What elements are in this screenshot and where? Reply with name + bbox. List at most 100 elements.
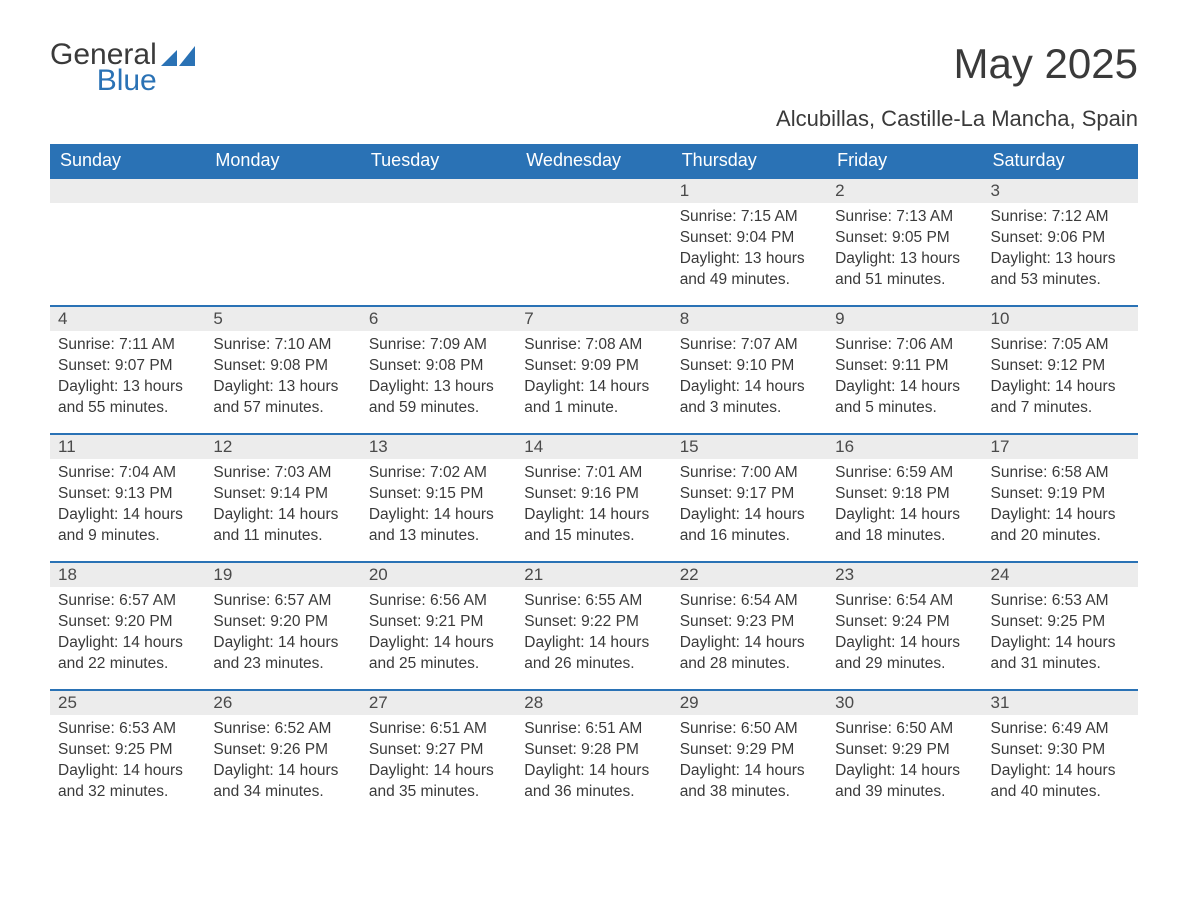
day-details: Sunrise: 7:13 AMSunset: 9:05 PMDaylight:… <box>827 203 982 297</box>
daylight-text: Daylight: 14 hours and 39 minutes. <box>835 761 974 803</box>
location-label: Alcubillas, Castille-La Mancha, Spain <box>50 106 1138 132</box>
weekday-header: Tuesday <box>361 144 516 178</box>
calendar-day-cell: 14Sunrise: 7:01 AMSunset: 9:16 PMDayligh… <box>516 434 671 562</box>
daylight-text: Daylight: 14 hours and 38 minutes. <box>680 761 819 803</box>
sunset-text: Sunset: 9:08 PM <box>369 356 508 377</box>
day-number: 23 <box>827 563 982 587</box>
sunset-text: Sunset: 9:17 PM <box>680 484 819 505</box>
sunset-text: Sunset: 9:07 PM <box>58 356 197 377</box>
day-number: 8 <box>672 307 827 331</box>
calendar-day-cell: 21Sunrise: 6:55 AMSunset: 9:22 PMDayligh… <box>516 562 671 690</box>
day-details: Sunrise: 6:50 AMSunset: 9:29 PMDaylight:… <box>827 715 982 809</box>
day-details: Sunrise: 6:59 AMSunset: 9:18 PMDaylight:… <box>827 459 982 553</box>
calendar-table: SundayMondayTuesdayWednesdayThursdayFrid… <box>50 144 1138 818</box>
daylight-text: Daylight: 14 hours and 32 minutes. <box>58 761 197 803</box>
calendar-day-cell: 3Sunrise: 7:12 AMSunset: 9:06 PMDaylight… <box>983 178 1138 306</box>
sunset-text: Sunset: 9:20 PM <box>213 612 352 633</box>
sunrise-text: Sunrise: 7:01 AM <box>524 463 663 484</box>
day-number-bar <box>516 179 671 203</box>
day-number: 29 <box>672 691 827 715</box>
sunrise-text: Sunrise: 7:02 AM <box>369 463 508 484</box>
calendar-day-cell: 31Sunrise: 6:49 AMSunset: 9:30 PMDayligh… <box>983 690 1138 818</box>
sunset-text: Sunset: 9:24 PM <box>835 612 974 633</box>
calendar-day-cell: 13Sunrise: 7:02 AMSunset: 9:15 PMDayligh… <box>361 434 516 562</box>
sunset-text: Sunset: 9:20 PM <box>58 612 197 633</box>
calendar-day-cell: 29Sunrise: 6:50 AMSunset: 9:29 PMDayligh… <box>672 690 827 818</box>
sunset-text: Sunset: 9:14 PM <box>213 484 352 505</box>
daylight-text: Daylight: 14 hours and 31 minutes. <box>991 633 1130 675</box>
sunset-text: Sunset: 9:23 PM <box>680 612 819 633</box>
sunrise-text: Sunrise: 6:54 AM <box>835 591 974 612</box>
calendar-day-cell: 23Sunrise: 6:54 AMSunset: 9:24 PMDayligh… <box>827 562 982 690</box>
calendar-day-cell: 15Sunrise: 7:00 AMSunset: 9:17 PMDayligh… <box>672 434 827 562</box>
daylight-text: Daylight: 13 hours and 57 minutes. <box>213 377 352 419</box>
day-details: Sunrise: 6:57 AMSunset: 9:20 PMDaylight:… <box>50 587 205 681</box>
sunrise-text: Sunrise: 7:09 AM <box>369 335 508 356</box>
weekday-header: Monday <box>205 144 360 178</box>
day-details: Sunrise: 6:53 AMSunset: 9:25 PMDaylight:… <box>983 587 1138 681</box>
sunrise-text: Sunrise: 6:57 AM <box>213 591 352 612</box>
day-details: Sunrise: 6:50 AMSunset: 9:29 PMDaylight:… <box>672 715 827 809</box>
day-number: 27 <box>361 691 516 715</box>
day-details: Sunrise: 6:52 AMSunset: 9:26 PMDaylight:… <box>205 715 360 809</box>
sunset-text: Sunset: 9:29 PM <box>835 740 974 761</box>
day-number: 17 <box>983 435 1138 459</box>
sunrise-text: Sunrise: 7:04 AM <box>58 463 197 484</box>
sunrise-text: Sunrise: 6:51 AM <box>369 719 508 740</box>
day-number: 16 <box>827 435 982 459</box>
calendar-day-cell: 18Sunrise: 6:57 AMSunset: 9:20 PMDayligh… <box>50 562 205 690</box>
calendar-week-row: 18Sunrise: 6:57 AMSunset: 9:20 PMDayligh… <box>50 562 1138 690</box>
calendar-day-cell <box>516 178 671 306</box>
calendar-day-cell: 4Sunrise: 7:11 AMSunset: 9:07 PMDaylight… <box>50 306 205 434</box>
calendar-header-row: SundayMondayTuesdayWednesdayThursdayFrid… <box>50 144 1138 178</box>
sunset-text: Sunset: 9:06 PM <box>991 228 1130 249</box>
sunset-text: Sunset: 9:29 PM <box>680 740 819 761</box>
calendar-day-cell: 8Sunrise: 7:07 AMSunset: 9:10 PMDaylight… <box>672 306 827 434</box>
calendar-day-cell: 25Sunrise: 6:53 AMSunset: 9:25 PMDayligh… <box>50 690 205 818</box>
day-details: Sunrise: 6:57 AMSunset: 9:20 PMDaylight:… <box>205 587 360 681</box>
daylight-text: Daylight: 14 hours and 16 minutes. <box>680 505 819 547</box>
calendar-day-cell: 9Sunrise: 7:06 AMSunset: 9:11 PMDaylight… <box>827 306 982 434</box>
daylight-text: Daylight: 14 hours and 23 minutes. <box>213 633 352 675</box>
weekday-header: Saturday <box>983 144 1138 178</box>
logo-mark-icon <box>161 46 195 72</box>
day-number-bar <box>205 179 360 203</box>
day-details: Sunrise: 7:02 AMSunset: 9:15 PMDaylight:… <box>361 459 516 553</box>
calendar-day-cell: 11Sunrise: 7:04 AMSunset: 9:13 PMDayligh… <box>50 434 205 562</box>
sunrise-text: Sunrise: 7:06 AM <box>835 335 974 356</box>
day-number: 28 <box>516 691 671 715</box>
day-number: 7 <box>516 307 671 331</box>
day-details: Sunrise: 6:51 AMSunset: 9:27 PMDaylight:… <box>361 715 516 809</box>
day-details: Sunrise: 7:09 AMSunset: 9:08 PMDaylight:… <box>361 331 516 425</box>
month-title: May 2025 <box>954 40 1138 88</box>
daylight-text: Daylight: 14 hours and 28 minutes. <box>680 633 819 675</box>
sunset-text: Sunset: 9:11 PM <box>835 356 974 377</box>
day-number: 24 <box>983 563 1138 587</box>
header: General Blue May 2025 <box>50 40 1138 96</box>
weekday-header: Sunday <box>50 144 205 178</box>
title-block: May 2025 <box>954 40 1138 88</box>
daylight-text: Daylight: 13 hours and 51 minutes. <box>835 249 974 291</box>
sunrise-text: Sunrise: 6:56 AM <box>369 591 508 612</box>
day-details: Sunrise: 7:06 AMSunset: 9:11 PMDaylight:… <box>827 331 982 425</box>
day-number: 13 <box>361 435 516 459</box>
sunrise-text: Sunrise: 6:57 AM <box>58 591 197 612</box>
calendar-day-cell <box>205 178 360 306</box>
day-number: 11 <box>50 435 205 459</box>
calendar-body: 1Sunrise: 7:15 AMSunset: 9:04 PMDaylight… <box>50 178 1138 818</box>
sunset-text: Sunset: 9:27 PM <box>369 740 508 761</box>
sunrise-text: Sunrise: 6:50 AM <box>680 719 819 740</box>
day-number: 14 <box>516 435 671 459</box>
daylight-text: Daylight: 14 hours and 34 minutes. <box>213 761 352 803</box>
sunset-text: Sunset: 9:25 PM <box>58 740 197 761</box>
calendar-day-cell: 24Sunrise: 6:53 AMSunset: 9:25 PMDayligh… <box>983 562 1138 690</box>
day-details: Sunrise: 6:58 AMSunset: 9:19 PMDaylight:… <box>983 459 1138 553</box>
calendar-day-cell: 19Sunrise: 6:57 AMSunset: 9:20 PMDayligh… <box>205 562 360 690</box>
calendar-day-cell: 7Sunrise: 7:08 AMSunset: 9:09 PMDaylight… <box>516 306 671 434</box>
weekday-header: Wednesday <box>516 144 671 178</box>
sunset-text: Sunset: 9:13 PM <box>58 484 197 505</box>
daylight-text: Daylight: 14 hours and 36 minutes. <box>524 761 663 803</box>
daylight-text: Daylight: 14 hours and 22 minutes. <box>58 633 197 675</box>
calendar-day-cell: 22Sunrise: 6:54 AMSunset: 9:23 PMDayligh… <box>672 562 827 690</box>
sunrise-text: Sunrise: 6:53 AM <box>58 719 197 740</box>
